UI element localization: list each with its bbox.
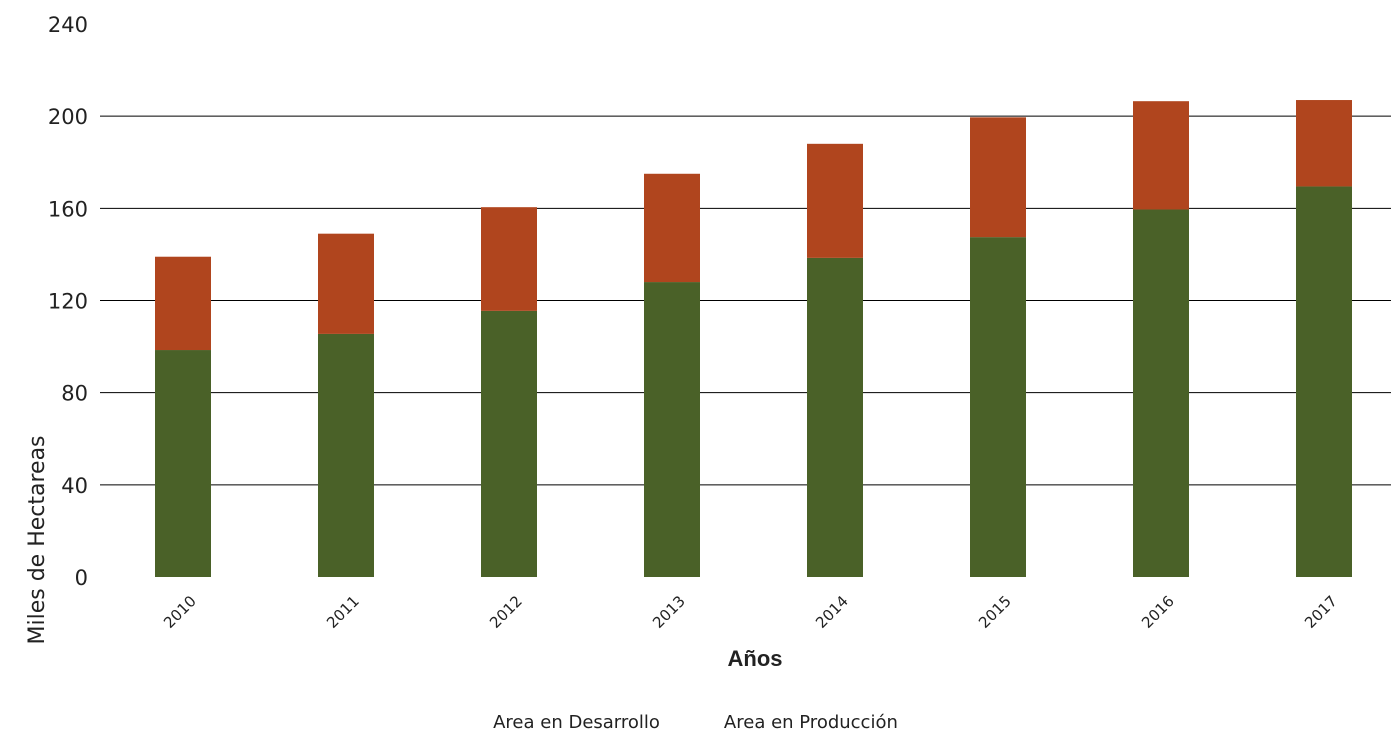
bar-produccion-2016[interactable] <box>1133 209 1189 577</box>
bar-produccion-2017[interactable] <box>1296 186 1352 577</box>
x-tick-label: 2011 <box>323 592 363 632</box>
gridlines <box>100 115 1391 486</box>
y-axis-ticks: 0 40 80 120 160 200 240 <box>48 13 88 590</box>
x-axis-ticks: 2010 2011 2012 2013 2014 2015 2016 2017 <box>160 592 1341 632</box>
bar-produccion-2014[interactable] <box>807 257 863 577</box>
bar-produccion-2012[interactable] <box>481 310 537 577</box>
x-tick-label: 2017 <box>1301 592 1341 632</box>
x-tick-label: 2010 <box>160 592 200 632</box>
bar-desarrollo-2014[interactable] <box>807 143 863 258</box>
legend-item-desarrollo[interactable]: Area en Desarrollo <box>493 712 660 733</box>
bar-produccion-2010[interactable] <box>155 350 211 577</box>
y-tick-label: 40 <box>61 474 88 498</box>
legend: Area en Desarrollo Area en Producción <box>0 712 1391 733</box>
bar-desarrollo-2015[interactable] <box>970 117 1026 238</box>
y-tick-label: 160 <box>48 197 88 221</box>
y-tick-label: 80 <box>61 382 88 406</box>
y-tick-label: 0 <box>75 566 88 590</box>
bar-produccion-2011[interactable] <box>318 333 374 577</box>
bar-desarrollo-2017[interactable] <box>1296 100 1352 187</box>
legend-item-produccion[interactable]: Area en Producción <box>723 712 898 733</box>
x-tick-label: 2014 <box>812 592 852 632</box>
bar-produccion-2015[interactable] <box>970 237 1026 577</box>
y-tick-label: 240 <box>48 13 88 37</box>
bars <box>155 100 1352 577</box>
x-tick-label: 2013 <box>649 592 689 632</box>
y-tick-label: 200 <box>48 105 88 129</box>
bar-desarrollo-2010[interactable] <box>155 256 211 351</box>
x-tick-label: 2016 <box>1138 592 1178 632</box>
bar-desarrollo-2016[interactable] <box>1133 101 1189 210</box>
x-tick-label: 2012 <box>486 592 526 632</box>
x-tick-label: 2015 <box>975 592 1015 632</box>
bar-produccion-2013[interactable] <box>644 282 700 577</box>
bar-desarrollo-2011[interactable] <box>318 233 374 334</box>
x-axis-label: Años <box>728 646 783 671</box>
bar-desarrollo-2013[interactable] <box>644 173 700 283</box>
bar-desarrollo-2012[interactable] <box>481 207 537 311</box>
y-axis-label: Miles de Hectareas <box>25 435 50 644</box>
y-tick-label: 120 <box>48 290 88 314</box>
